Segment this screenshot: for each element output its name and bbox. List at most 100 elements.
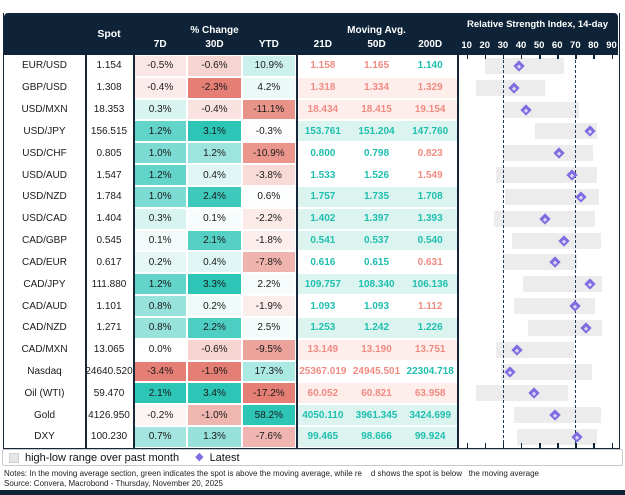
ma-value-200d: 0.631 bbox=[417, 256, 443, 268]
pct-cell-ytd: 2.2% bbox=[241, 273, 296, 296]
pct-cell-7d: 0.3% bbox=[133, 207, 188, 230]
moving-avg-block: 1.253 1.242 1.226 bbox=[296, 316, 457, 339]
pct-change-cells: 0.3% 0.1% -2.2% bbox=[133, 207, 296, 230]
legend: high-low range over past month ◆ Latest bbox=[2, 449, 623, 466]
moving-avg-subcolumns: 21D 50D 200D bbox=[296, 37, 457, 55]
rsi-cell bbox=[457, 164, 618, 186]
bottom-bar bbox=[0, 490, 625, 495]
ma-value-50d: 108.340 bbox=[358, 278, 395, 290]
pct-subcol-label: 7D bbox=[153, 39, 167, 50]
ma-value-21d: 25367.019 bbox=[299, 366, 347, 377]
header-rsi-group: Relative Strength Index, 14-day 10 20 30 40… bbox=[457, 13, 618, 55]
rsi-cell bbox=[457, 361, 618, 383]
pct-change-cells: 0.2% 0.4% -7.8% bbox=[133, 251, 296, 274]
ma-value-200d: 1.226 bbox=[417, 322, 443, 334]
ma-value-50d: 60.821 bbox=[361, 387, 392, 399]
pct-cell-30d: -1.0% bbox=[187, 404, 242, 427]
ma-value-200d: 3424.699 bbox=[409, 409, 452, 421]
spot-value: 1.101 bbox=[96, 300, 122, 312]
market-table: Spot % Change 7D 30D YTD Moving Avg. 21D 50… bbox=[3, 13, 620, 449]
header-pct-change-group: % Change 7D 30D YTD bbox=[133, 13, 296, 55]
rsi-tick-label: 80 bbox=[588, 40, 599, 51]
moving-avg-block: 25367.019 24945.501 22304.718 bbox=[296, 360, 457, 383]
ma-value-200d: 0.823 bbox=[417, 147, 443, 159]
latest-legend-label: Latest bbox=[209, 451, 240, 464]
rsi-cell bbox=[457, 99, 618, 121]
instrument-label: USD/NZD bbox=[22, 191, 67, 203]
rsi-axis-labels: 10 20 30 40 50 60 70 80 90 bbox=[457, 40, 618, 52]
table-row: CAD/AUD 1.101 0.8% 0.2% -1.9% 1.093 1.093 1.112 bbox=[4, 295, 618, 317]
spot-value: 1.547 bbox=[96, 169, 122, 181]
moving-avg-block: 1.158 1.165 1.140 bbox=[296, 55, 457, 77]
moving-avg-block: 0.800 0.798 0.823 bbox=[296, 142, 457, 165]
spot-value: 24640.520 bbox=[85, 366, 133, 377]
pct-change-cells: 0.7% 1.3% -7.6% bbox=[133, 426, 296, 448]
pct-cell-ytd: 4.2% bbox=[241, 76, 296, 99]
ma-value-50d: 1.093 bbox=[363, 300, 390, 312]
ma-value-200d: 99.924 bbox=[414, 431, 446, 443]
ma-value-21d: 18.434 bbox=[307, 104, 339, 116]
pct-cell-ytd: -3.8% bbox=[241, 164, 296, 186]
spot-value: 13.065 bbox=[93, 344, 125, 356]
moving-avg-block: 18.434 18.415 19.154 bbox=[296, 98, 457, 121]
table-header: Spot % Change 7D 30D YTD Moving Avg. 21D 50… bbox=[4, 13, 618, 55]
rsi-threshold-line bbox=[502, 55, 504, 448]
rsi-cell bbox=[457, 208, 618, 230]
ma-value-50d: 1.242 bbox=[363, 322, 390, 334]
rsi-cell bbox=[457, 77, 618, 99]
ma-value-21d: 60.052 bbox=[307, 387, 339, 399]
ma-subcol-label: 50D bbox=[367, 39, 386, 50]
instrument-label: Nasdaq bbox=[27, 366, 62, 377]
pct-cell-ytd: -0.3% bbox=[241, 120, 296, 143]
table-row: USD/AUD 1.547 1.2% 0.4% -3.8% 1.533 1.526 1.549 bbox=[4, 164, 618, 186]
spot-value: 1.784 bbox=[96, 191, 122, 203]
instrument-label: USD/CHF bbox=[22, 147, 67, 159]
rsi-range-bar bbox=[535, 123, 598, 140]
instrument-label: Gold bbox=[33, 409, 56, 421]
pct-cell-30d: 0.4% bbox=[187, 164, 242, 186]
moving-avg-block: 99.465 98.666 99.924 bbox=[296, 426, 457, 448]
rsi-axis-tick bbox=[575, 443, 577, 449]
rsi-axis-tick bbox=[520, 443, 523, 449]
pct-cell-7d: 0.8% bbox=[133, 295, 188, 317]
ma-value-21d: 1.757 bbox=[310, 191, 336, 203]
ma-value-21d: 1.402 bbox=[310, 213, 336, 225]
pct-cell-7d: -3.4% bbox=[133, 360, 188, 383]
rsi-cell bbox=[457, 273, 618, 295]
pct-cell-30d: -2.3% bbox=[187, 76, 242, 99]
ma-value-200d: 1.708 bbox=[417, 191, 443, 203]
pct-change-cells: 0.3% -0.4% -11.1% bbox=[133, 98, 296, 121]
rsi-axis-tick bbox=[593, 443, 595, 449]
table-row: Oil (WTI) 59.470 2.1% 3.4% -17.2% 60.052 60.82… bbox=[4, 382, 618, 405]
instrument-label: GBP/USD bbox=[21, 82, 67, 94]
rsi-tick-label: 90 bbox=[606, 40, 617, 51]
instrument-label: EUR/USD bbox=[21, 60, 67, 72]
instrument-label: CAD/MXN bbox=[21, 344, 68, 356]
pct-change-cells: -0.2% -1.0% 58.2% bbox=[133, 404, 296, 427]
pct-cell-7d: 0.2% bbox=[133, 251, 188, 274]
ma-value-50d: 3961.345 bbox=[355, 409, 398, 421]
rsi-range-bar bbox=[495, 167, 598, 184]
pct-change-cells: -0.5% -0.6% 10.9% bbox=[133, 55, 296, 77]
moving-avg-block: 1.093 1.093 1.112 bbox=[296, 295, 457, 317]
rsi-cell bbox=[457, 426, 618, 448]
rsi-axis-tick bbox=[502, 443, 505, 449]
pct-cell-7d: 1.2% bbox=[133, 164, 188, 186]
header-moving-avg-group: Moving Avg. 21D 50D 200D bbox=[296, 13, 457, 55]
ma-value-50d: 1.526 bbox=[363, 169, 390, 181]
rsi-cell bbox=[457, 230, 618, 252]
pct-cell-7d: 1.2% bbox=[133, 273, 188, 296]
pct-cell-ytd: -1.9% bbox=[241, 295, 296, 317]
pct-cell-ytd: -17.2% bbox=[241, 382, 296, 405]
ma-value-200d: 63.958 bbox=[414, 387, 446, 399]
rsi-range-bar bbox=[522, 276, 603, 293]
instrument-label: CAD/JPY bbox=[23, 278, 66, 290]
table-row: USD/NZD 1.784 1.0% 2.4% 0.6% 1.757 1.735 1.708 bbox=[4, 185, 618, 208]
column-divider bbox=[296, 55, 298, 448]
rsi-axis-tick bbox=[611, 55, 614, 59]
rsi-cell bbox=[457, 404, 618, 426]
pct-change-cells: 1.0% 2.4% 0.6% bbox=[133, 185, 296, 208]
ma-value-50d: 0.615 bbox=[363, 256, 390, 268]
spot-value: 156.515 bbox=[90, 125, 128, 137]
rsi-tick-label: 20 bbox=[479, 40, 491, 51]
